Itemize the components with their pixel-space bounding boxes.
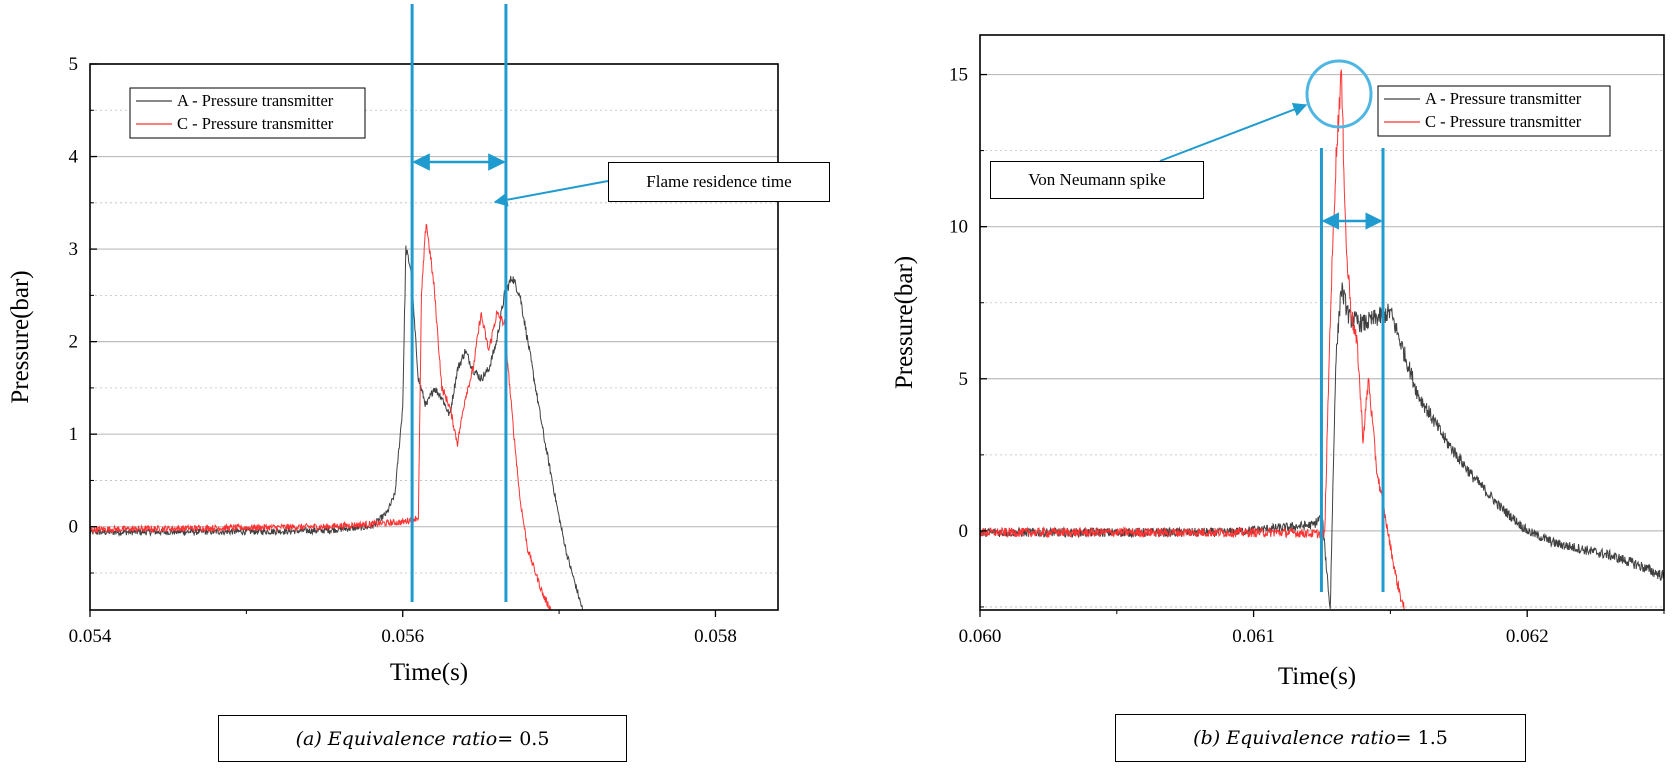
von-neumann-label: Von Neumann spike [1028, 170, 1166, 189]
y-axis-label-a: Pressure(bar) [7, 270, 34, 403]
legend-label-a: C - Pressure transmitter [177, 114, 334, 133]
xtick-label-b: 0.062 [1506, 626, 1549, 647]
plot-frame-a [89, 63, 779, 611]
xtick-label-b: 0.061 [1232, 626, 1275, 647]
caption-b: (b) Equivalence ratio = 1.5 [1115, 714, 1526, 762]
von-neumann-label-box: Von Neumann spike [990, 161, 1204, 199]
ytick-label-a: 4 [69, 147, 79, 168]
flame-residence-label: Flame residence time [646, 172, 792, 191]
ytick-label-b: 5 [959, 369, 969, 390]
ytick-label-b: 0 [959, 521, 969, 542]
spike-highlight-circle [1305, 59, 1373, 129]
legend-label-b: A - Pressure transmitter [1425, 89, 1582, 108]
caption-b-prefix: (b) [1193, 727, 1221, 749]
caption-a: (a) Equivalence ratio = 0.5 [218, 715, 627, 762]
ytick-label-a: 3 [69, 239, 79, 260]
ytick-label-b: 10 [949, 217, 968, 238]
plot-frame-b [979, 34, 1665, 611]
series-line-a-C [89, 223, 552, 611]
ytick-label-a: 5 [69, 54, 79, 75]
caption-a-prefix: (a) [295, 727, 322, 750]
x-axis-label-b: Time(s) [1278, 663, 1356, 690]
legend-box-b [1377, 85, 1611, 137]
chart-b: 0 5 10 15 0.060 0.061 0.062 Time(s) Pressure(bar… [891, 34, 1665, 690]
annotation-pointer-b [1159, 102, 1308, 162]
flame-residence-label-box: Flame residence time [608, 162, 830, 202]
caption-b-value: = 1.5 [1395, 727, 1448, 749]
caption-b-var: Equivalence ratio [1226, 727, 1396, 749]
annotation-pointer-a [493, 180, 609, 207]
ytick-label-a: 0 [69, 517, 79, 538]
chart-a: 0 1 2 3 4 5 0.054 0.056 0.058 Time(s) Pressure(bar… [7, 4, 779, 686]
legend-box-a [129, 87, 366, 139]
xtick-label-a: 0.056 [381, 626, 424, 647]
y-axis-label-b: Pressure(bar) [891, 256, 918, 389]
legend-label-a: A - Pressure transmitter [177, 91, 334, 110]
x-axis-label-a: Time(s) [390, 659, 468, 686]
caption-a-var: Equivalence ratio [327, 727, 498, 750]
caption-a-value: = 0.5 [497, 727, 550, 750]
xtick-label-a: 0.054 [69, 626, 112, 647]
xtick-label-b: 0.060 [959, 626, 1002, 647]
legend-label-b: C - Pressure transmitter [1425, 112, 1582, 131]
ytick-label-a: 1 [69, 424, 79, 445]
xtick-label-a: 0.058 [694, 626, 737, 647]
series-line-a-A [89, 245, 583, 611]
series-line-b-C [979, 69, 1405, 611]
ytick-label-b: 15 [949, 65, 968, 86]
ytick-label-a: 2 [69, 332, 79, 353]
